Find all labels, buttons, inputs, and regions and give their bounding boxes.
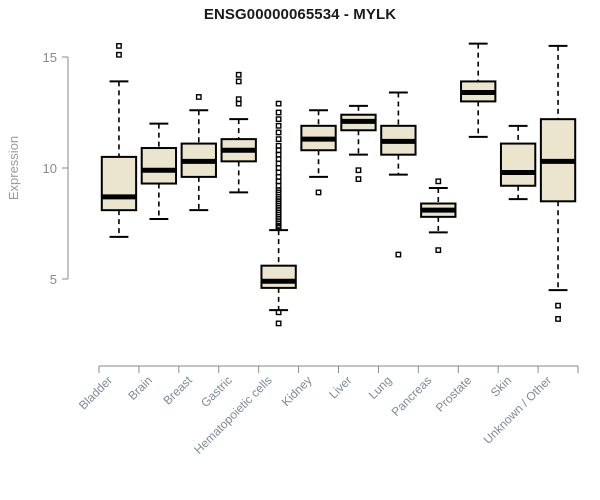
- outlier-point: [275, 129, 282, 136]
- outlier-point: [275, 225, 282, 231]
- boxplot-group: [539, 44, 577, 322]
- boxplot-group: [180, 94, 217, 212]
- outlier-point: [555, 302, 561, 309]
- outlier-point: [116, 43, 122, 49]
- boxplot-group: [140, 122, 178, 221]
- outlier-point: [275, 122, 282, 129]
- outlier-point: [275, 178, 282, 185]
- boxplot-group: [499, 124, 537, 201]
- outlier-point: [435, 178, 442, 185]
- x-axis-label-11: Unknown / Other: [481, 373, 555, 447]
- box-iqr: [140, 147, 178, 185]
- x-axis-label-9: Prostate: [433, 373, 475, 415]
- outlier-point: [355, 176, 362, 182]
- outlier-point: [275, 309, 282, 316]
- outlier-point: [275, 165, 282, 171]
- boxplot-group: [260, 100, 297, 327]
- boxplot-group: [220, 71, 257, 194]
- x-axis-label-6: Liver: [326, 373, 354, 401]
- y-tick-label-10: 10: [43, 161, 57, 176]
- x-axis-label-8: Pancreas: [389, 373, 435, 419]
- outlier-point: [275, 182, 282, 189]
- x-axis-label-2: Breast: [160, 373, 195, 408]
- outlier-point: [275, 116, 282, 123]
- x-axis-label-0: Bladder: [76, 373, 115, 412]
- y-axis-label: Expression: [6, 136, 21, 200]
- outlier-point: [435, 247, 442, 254]
- outlier-point: [235, 71, 242, 78]
- outlier-point: [275, 173, 282, 180]
- outlier-point: [555, 316, 561, 322]
- x-axis-label-10: Skin: [488, 373, 514, 399]
- box-iqr: [260, 264, 297, 289]
- outlier-point: [275, 147, 282, 154]
- x-axis-label-7: Lung: [366, 373, 395, 402]
- boxplot-group: [420, 178, 457, 254]
- boxplot-group: [100, 43, 138, 238]
- box-iqr: [100, 155, 138, 212]
- boxplot-group: [460, 42, 497, 138]
- outlier-point: [275, 136, 282, 143]
- box-iqr: [499, 142, 537, 187]
- outlier-point: [235, 78, 242, 85]
- boxplot-group: [300, 109, 337, 196]
- boxplot-group: [340, 104, 377, 182]
- x-axis-label-4: Hematopoietic cells: [191, 373, 274, 456]
- outlier-point: [235, 100, 242, 107]
- outlier-point: [275, 151, 282, 158]
- x-axis-label-3: Gastric: [198, 373, 235, 410]
- x-axis-label-5: Kidney: [279, 373, 315, 409]
- outlier-point: [355, 167, 362, 174]
- boxplot-group: [380, 91, 417, 258]
- y-tick-label-15: 15: [43, 50, 57, 65]
- outlier-point: [275, 160, 282, 167]
- x-axis: [98, 365, 579, 373]
- x-axis-label-1: Brain: [125, 373, 155, 403]
- outlier-point: [275, 156, 282, 163]
- y-tick-label-5: 5: [50, 272, 57, 287]
- outlier-point: [275, 320, 282, 327]
- outlier-point: [195, 94, 202, 100]
- outlier-point: [275, 109, 282, 116]
- outlier-point: [315, 189, 322, 196]
- y-axis: 5 10 15: [43, 50, 69, 287]
- outlier-point: [116, 51, 122, 58]
- outlier-point: [395, 251, 402, 258]
- chart-title: ENSG00000065534 - MYLK: [203, 6, 397, 23]
- outlier-point: [275, 100, 282, 107]
